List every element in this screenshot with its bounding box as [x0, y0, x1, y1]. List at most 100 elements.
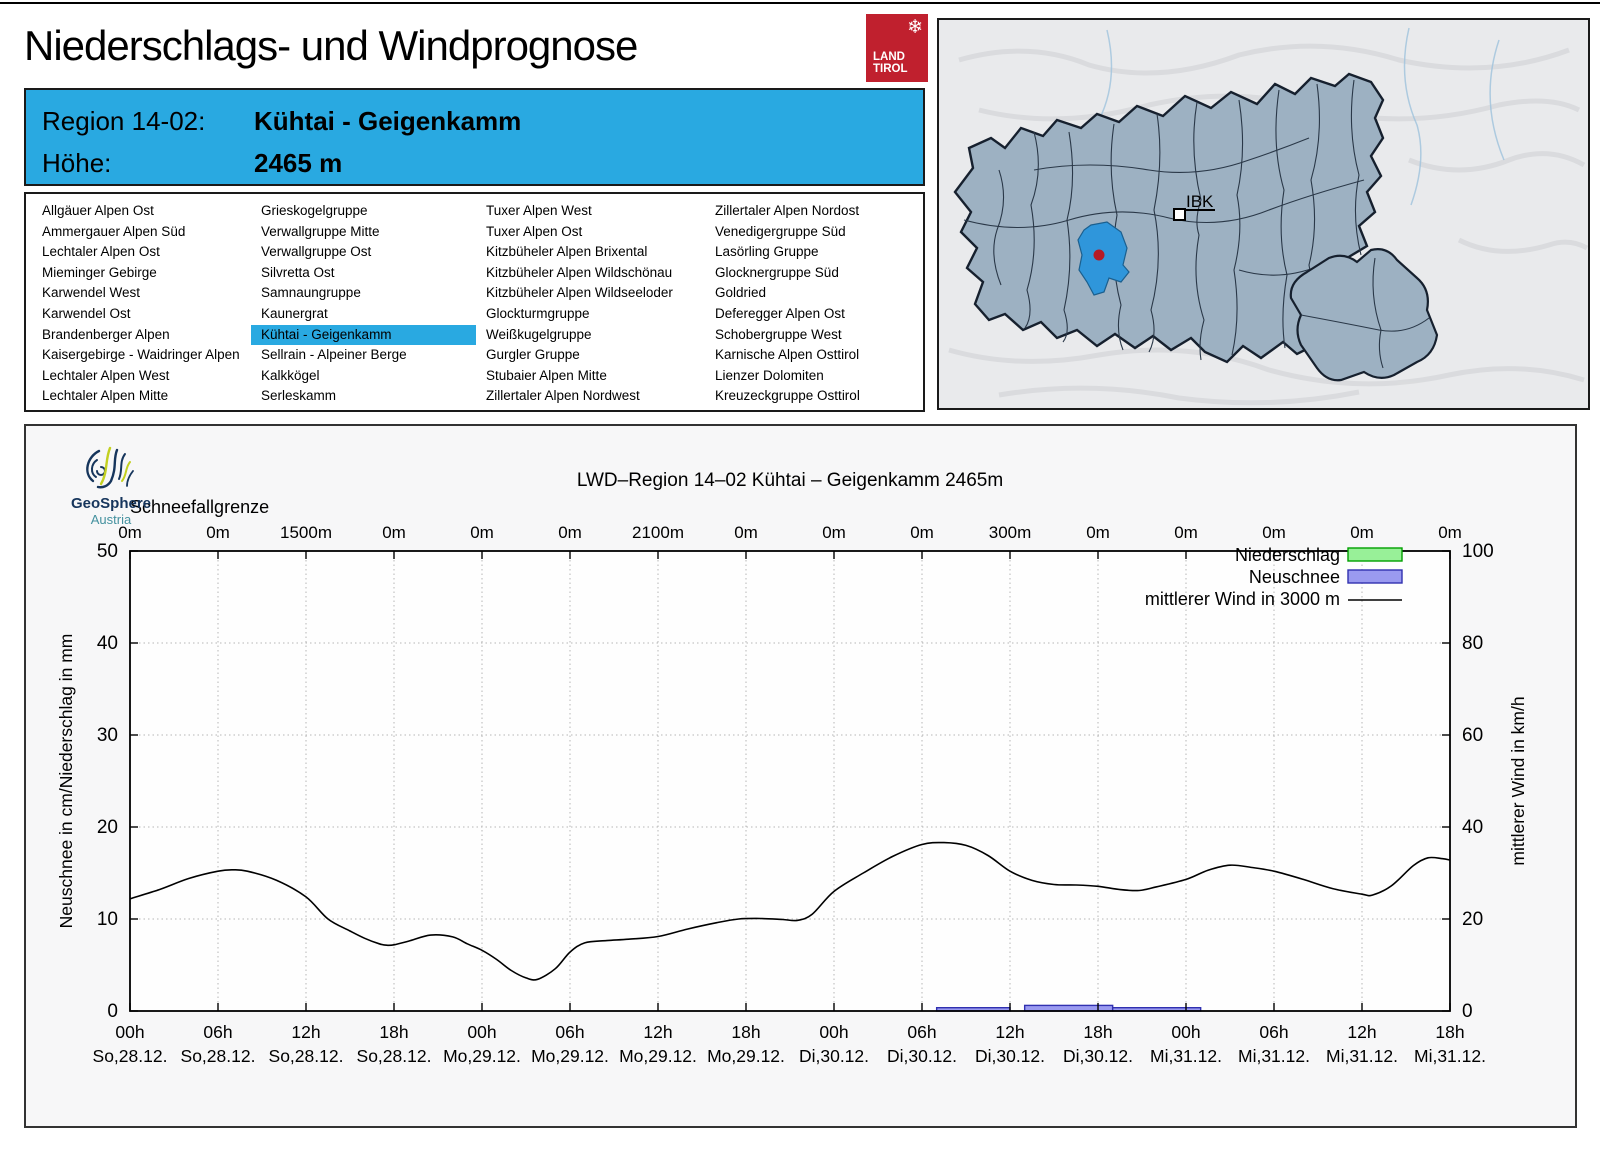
- svg-text:0m: 0m: [1174, 523, 1198, 542]
- svg-text:0m: 0m: [734, 523, 758, 542]
- osttirol-outline: [1289, 248, 1439, 382]
- region-list-item[interactable]: Karnische Alpen Osttirol: [715, 347, 860, 363]
- svg-text:18h: 18h: [1083, 1022, 1112, 1042]
- region-list-item[interactable]: Lechtaler Alpen Ost: [42, 244, 160, 260]
- svg-text:Mi,31.12.: Mi,31.12.: [1326, 1046, 1398, 1066]
- region-list-item[interactable]: Verwallgruppe Ost: [261, 244, 372, 260]
- svg-text:2100m: 2100m: [632, 523, 684, 542]
- svg-text:Mo,29.12.: Mo,29.12.: [619, 1046, 697, 1066]
- svg-text:So,28.12.: So,28.12.: [181, 1046, 256, 1066]
- svg-text:40: 40: [1462, 817, 1483, 838]
- region-list-item[interactable]: Lienzer Dolomiten: [715, 367, 824, 383]
- altitude-label: Höhe:: [42, 147, 112, 178]
- region-list-item[interactable]: Allgäuer Alpen Ost: [42, 203, 154, 218]
- region-list-item[interactable]: Kalkkögel: [261, 367, 320, 383]
- region-list-item[interactable]: Kreuzeckgruppe Osttirol: [715, 388, 860, 404]
- gridlines: [130, 551, 1450, 1011]
- terrain-texture: [948, 43, 1589, 406]
- region-list-item[interactable]: Ammergauer Alpen Süd: [42, 223, 186, 239]
- svg-text:12h: 12h: [643, 1022, 672, 1042]
- region-list-item[interactable]: Glocknergruppe Süd: [715, 264, 839, 280]
- north-tirol-regions: [953, 72, 1385, 364]
- svg-text:06h: 06h: [555, 1022, 584, 1042]
- svg-text:100: 100: [1462, 541, 1494, 562]
- region-list-item[interactable]: Tuxer Alpen Ost: [486, 223, 583, 239]
- svg-text:0m: 0m: [1350, 523, 1374, 542]
- svg-text:Mi,31.12.: Mi,31.12.: [1238, 1046, 1310, 1066]
- region-list-item[interactable]: Verwallgruppe Mitte: [261, 223, 380, 239]
- plot-background: [130, 551, 1450, 1011]
- region-list-item[interactable]: Deferegger Alpen Ost: [715, 305, 845, 321]
- wind-line: [129, 841, 1451, 981]
- region-list-item[interactable]: Kitzbüheler Alpen Wildseeloder: [486, 285, 673, 301]
- axis-ticks: [129, 550, 1451, 1012]
- region-list-item[interactable]: Stubaier Alpen Mitte: [486, 367, 607, 383]
- svg-text:20: 20: [1462, 909, 1483, 930]
- region-list-item[interactable]: Kaisergebirge - Waidringer Alpen: [42, 347, 240, 363]
- legend-swatch: [1347, 569, 1403, 584]
- geosphere-logo: GeoSphere Austria: [56, 446, 166, 527]
- highlighted-region-kuehtai[interactable]: [1077, 221, 1130, 296]
- region-list-item[interactable]: Zillertaler Alpen Nordwest: [486, 388, 640, 404]
- svg-text:Mi,31.12.: Mi,31.12.: [1414, 1046, 1486, 1066]
- region-list-item[interactable]: Weißkugelgruppe: [486, 326, 592, 342]
- svg-text:40: 40: [97, 633, 118, 654]
- svg-text:12h: 12h: [291, 1022, 320, 1042]
- svg-text:30: 30: [97, 725, 118, 746]
- region-list-item[interactable]: Goldried: [715, 285, 767, 301]
- svg-text:0m: 0m: [206, 523, 230, 542]
- region-list-item[interactable]: Sellrain - Alpeiner Berge: [261, 347, 407, 363]
- region-list-item[interactable]: Mieminger Gebirge: [42, 264, 157, 280]
- svg-text:00h: 00h: [819, 1022, 848, 1042]
- region-list-item[interactable]: Venedigergruppe Süd: [715, 223, 846, 239]
- region-list-item[interactable]: Lechtaler Alpen West: [42, 367, 170, 383]
- land-tirol-logo-text: LAND TIROL: [873, 51, 908, 76]
- region-list-item[interactable]: Lasörling Gruppe: [715, 244, 819, 260]
- y-left-axis-title: Neuschnee in cm/Niederschlag in mm: [56, 634, 76, 929]
- svg-text:So,28.12.: So,28.12.: [357, 1046, 432, 1066]
- svg-text:18h: 18h: [379, 1022, 408, 1042]
- geosphere-logo-icon: [86, 446, 134, 489]
- page-top-border: [0, 2, 1600, 4]
- svg-text:So,28.12.: So,28.12.: [93, 1046, 168, 1066]
- svg-text:0m: 0m: [470, 523, 494, 542]
- region-list-item[interactable]: Kitzbüheler Alpen Brixental: [486, 244, 648, 260]
- land-tirol-logo: ❄ LAND TIROL: [866, 14, 928, 82]
- svg-text:Di,30.12.: Di,30.12.: [1063, 1046, 1133, 1066]
- y-left-tick-labels: 0 10 20 30 40 50: [97, 541, 118, 1022]
- region-list-item[interactable]: Serleskamm: [261, 388, 337, 404]
- region-list-item[interactable]: Glockturmgruppe: [486, 305, 590, 321]
- svg-text:18h: 18h: [731, 1022, 760, 1042]
- region-list-item[interactable]: Gurgler Gruppe: [486, 347, 580, 363]
- ibk-label: IBK: [1186, 192, 1214, 211]
- region-list-column-4: Zillertaler Alpen Nordost Venedigergruppe…: [705, 201, 919, 410]
- region-list-item[interactable]: Schobergruppe West: [715, 326, 842, 342]
- svg-text:12h: 12h: [995, 1022, 1024, 1042]
- svg-text:0m: 0m: [382, 523, 406, 542]
- svg-text:12h: 12h: [1347, 1022, 1376, 1042]
- region-list-column-1: Allgäuer Alpen Ost Ammergauer Alpen Süd Le…: [32, 201, 251, 410]
- region-list-item[interactable]: Samnaungruppe: [261, 285, 361, 301]
- region-list-item[interactable]: Grieskogelgruppe: [261, 203, 368, 218]
- region-list-item[interactable]: Karwendel Ost: [42, 305, 131, 321]
- svg-text:Mo,29.12.: Mo,29.12.: [443, 1046, 521, 1066]
- region-list-item[interactable]: Brandenberger Alpen: [42, 326, 170, 342]
- region-list-item[interactable]: Kitzbüheler Alpen Wildschönau: [486, 264, 673, 280]
- region-list-item[interactable]: Tuxer Alpen West: [486, 203, 592, 218]
- svg-text:0: 0: [107, 1001, 118, 1022]
- logo-line1: LAND: [873, 50, 905, 63]
- region-list-item[interactable]: Kaunergrat: [261, 305, 328, 321]
- region-list-item-selected[interactable]: Kühtai - Geigenkamm: [251, 324, 476, 346]
- region-list-item[interactable]: Karwendel West: [42, 285, 141, 301]
- y-right-axis-title: mittlerer Wind in km/h: [1508, 696, 1528, 865]
- region-info-box: Region 14-02: Kühtai - Geigenkamm Höhe: …: [24, 88, 925, 186]
- chart-title: LWD–Region 14–02 Kühtai – Geigenkamm 246…: [577, 470, 1003, 491]
- region-list-item[interactable]: Zillertaler Alpen Nordost: [715, 203, 860, 218]
- region-list-item[interactable]: Lechtaler Alpen Mitte: [42, 388, 169, 404]
- svg-text:0m: 0m: [1438, 523, 1462, 542]
- osttirol-regions: [1289, 248, 1439, 382]
- region-list-item[interactable]: Silvretta Ost: [261, 264, 335, 280]
- snowflake-icon: ❄: [907, 17, 923, 38]
- geosphere-name: GeoSphere: [70, 495, 152, 512]
- svg-text:00h: 00h: [467, 1022, 496, 1042]
